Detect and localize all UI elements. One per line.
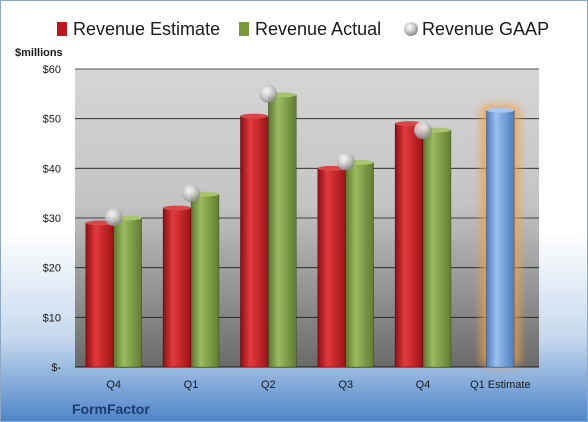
legend-swatch — [404, 22, 418, 36]
chart-legend: Revenue Estimate Revenue Actual Revenue GA… — [57, 19, 549, 39]
bar-q1-estimate — [486, 109, 515, 368]
bar-top — [317, 165, 346, 171]
bar-revenue-actual — [268, 94, 297, 368]
bar-revenue-actual — [113, 217, 142, 368]
marker-revenue-gaap — [104, 208, 123, 227]
company-name: FormFactor — [72, 401, 150, 417]
bar-top — [240, 113, 269, 119]
bar-revenue-estimate — [162, 207, 192, 368]
bar-top — [163, 205, 191, 211]
x-tick-label: Q4 — [416, 379, 431, 391]
plot-area: $- $10 $20 $30 $40 $50 $60 Q4 Q1 Q2 Q3 Q4 Q1 Estimat… — [43, 64, 539, 391]
y-tick-label: $20 — [43, 263, 61, 275]
bar-revenue-estimate — [240, 115, 269, 368]
legend-swatch — [239, 22, 249, 36]
bar-revenue-actual — [345, 162, 374, 368]
bar-revenue-estimate — [85, 222, 114, 368]
x-tick-label: Q4 — [106, 379, 121, 391]
x-tick-label: Q1 Estimate — [470, 379, 531, 391]
legend-label: Revenue Actual — [255, 19, 381, 39]
y-tick-label: $50 — [43, 114, 61, 126]
y-tick-label: $30 — [43, 213, 61, 225]
bar-top — [486, 107, 515, 113]
x-tick-label: Q3 — [338, 379, 353, 391]
marker-revenue-gaap — [414, 121, 432, 140]
legend-label: Revenue Estimate — [73, 19, 220, 39]
bar-revenue-estimate — [317, 168, 346, 368]
bar-revenue-estimate — [394, 123, 424, 368]
bar-revenue-actual — [190, 193, 220, 368]
marker-revenue-gaap — [336, 152, 355, 171]
x-tick-label: Q1 — [184, 379, 199, 391]
y-axis-unit-label: $millions — [15, 47, 63, 59]
x-tick-label: Q2 — [261, 379, 276, 391]
legend-label: Revenue GAAP — [422, 19, 549, 39]
marker-revenue-gaap — [182, 184, 200, 203]
y-tick-label: $40 — [43, 163, 61, 175]
y-tick-label: $60 — [43, 64, 61, 76]
bar-revenue-actual — [422, 129, 452, 368]
y-tick-label: $- — [51, 362, 61, 374]
y-tick-label: $10 — [43, 312, 61, 324]
marker-revenue-gaap — [259, 84, 278, 103]
legend-swatch — [57, 22, 67, 36]
